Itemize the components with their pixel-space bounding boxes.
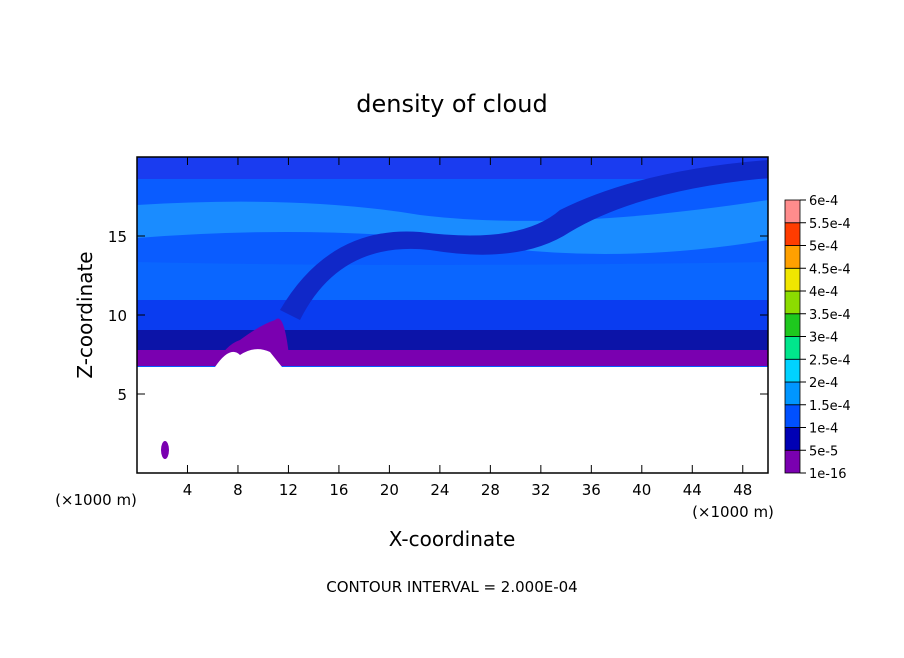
x-axis-label: X-coordinate bbox=[389, 527, 516, 551]
colorbar-label: 1e-16 bbox=[809, 467, 847, 482]
y-tick-label: 10 bbox=[108, 307, 127, 325]
y-tick-label: 15 bbox=[108, 228, 127, 246]
x-tick-label: 12 bbox=[279, 481, 298, 499]
x-tick-label: 32 bbox=[531, 481, 550, 499]
z-unit-label: (×1000 m) bbox=[55, 491, 137, 509]
colorbar-label: 3e-4 bbox=[809, 331, 838, 346]
contour-field bbox=[137, 157, 768, 459]
colorbar-band bbox=[784, 449, 801, 474]
colorbar-band bbox=[784, 427, 801, 451]
x-tick-label: 48 bbox=[733, 481, 752, 499]
colorbar-band bbox=[784, 245, 801, 269]
x-tick-label: 36 bbox=[582, 481, 601, 499]
colorbar-label: 5.5e-4 bbox=[809, 217, 851, 232]
colorbar-label: 4e-4 bbox=[809, 285, 838, 300]
x-tick-label: 8 bbox=[233, 481, 243, 499]
x-tick-label: 24 bbox=[430, 481, 449, 499]
footnote: CONTOUR INTERVAL = 2.000E-04 bbox=[326, 578, 577, 596]
colorbar-band bbox=[784, 404, 801, 428]
colorbar-band bbox=[784, 199, 801, 224]
colorbar-label: 2.5e-4 bbox=[809, 353, 851, 368]
y-axis-label: Z-coordinate bbox=[73, 251, 97, 378]
colorbar-label: 6e-4 bbox=[809, 194, 838, 209]
colorbar-label: 2e-4 bbox=[809, 376, 838, 391]
x-tick-label: 28 bbox=[481, 481, 500, 499]
x-tick-label: 20 bbox=[380, 481, 399, 499]
colorbar-label: 1e-4 bbox=[809, 422, 838, 437]
colorbar-band bbox=[784, 313, 801, 337]
colorbar-band bbox=[784, 290, 801, 315]
colorbar-label: 1.5e-4 bbox=[809, 399, 851, 414]
x-unit-label: (×1000 m) bbox=[692, 503, 774, 521]
chart-title: density of cloud bbox=[356, 90, 547, 118]
colorbar-band bbox=[784, 336, 801, 360]
colorbar-label: 5e-4 bbox=[809, 240, 838, 255]
colorbar-label: 4.5e-4 bbox=[809, 262, 851, 277]
colorbar-band bbox=[784, 358, 801, 383]
x-tick-label: 16 bbox=[329, 481, 348, 499]
y-tick-label: 5 bbox=[117, 386, 127, 404]
colorbar-band bbox=[784, 267, 801, 292]
x-tick-label: 40 bbox=[632, 481, 651, 499]
colorbar-label: 3.5e-4 bbox=[809, 308, 851, 323]
x-tick-label: 4 bbox=[183, 481, 193, 499]
x-tick-label: 44 bbox=[683, 481, 702, 499]
colorbar-band bbox=[784, 222, 801, 246]
colorbar-band bbox=[784, 381, 801, 406]
colorbar-label: 5e-5 bbox=[809, 444, 838, 459]
